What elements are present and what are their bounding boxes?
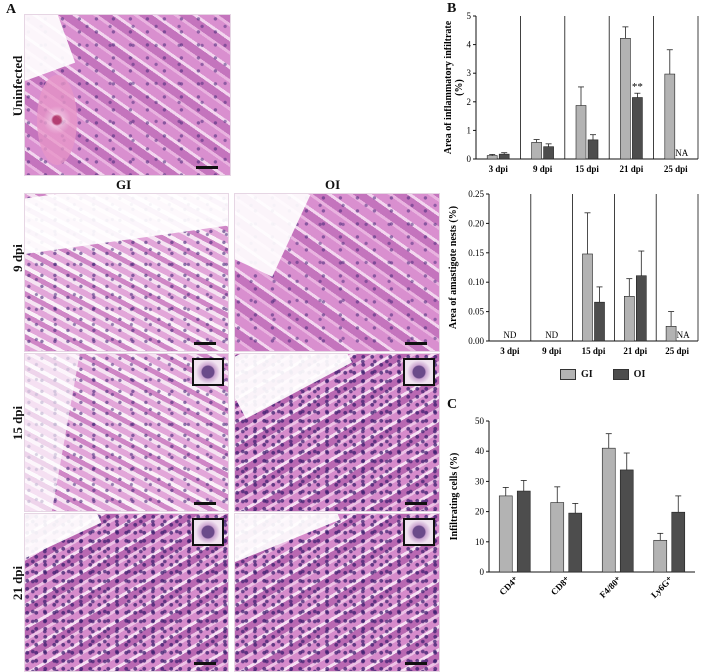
y-tick-label: 20 xyxy=(475,507,485,517)
y-tick-label: 5 xyxy=(467,11,472,21)
scale-bar xyxy=(194,662,216,665)
y-tick-label: 0.15 xyxy=(468,248,484,258)
legend: GI OI xyxy=(560,369,645,380)
y-tick-label: 40 xyxy=(475,446,485,456)
panel-a-letter: A xyxy=(6,2,17,17)
inset-thumbnail xyxy=(403,518,435,546)
y-tick-label: 0.05 xyxy=(468,307,484,317)
scale-bar xyxy=(194,502,216,505)
x-tick-label: 25 dpi xyxy=(664,164,688,174)
legend-label-gi: GI xyxy=(581,369,593,380)
micrograph-oi-9dpi xyxy=(234,193,440,352)
x-tick-label: CD8⁺ xyxy=(549,574,572,597)
inset-thumbnail xyxy=(192,358,224,386)
bar-oi xyxy=(632,97,643,160)
scale-bar xyxy=(405,342,427,345)
inset-thumbnail xyxy=(403,358,435,386)
column-label-oi: OI xyxy=(325,177,341,192)
x-tick-label: 21 dpi xyxy=(623,346,647,356)
chart-amastigote-nests: 0.00 0.05 0.10 0.15 0.20 0.25 Area of amastigo… xyxy=(448,189,699,356)
y-tick-label: 1 xyxy=(467,125,472,135)
chart-infiltrating-cells: 0 10 20 30 40 50 Infiltrating cells (%) CD4⁺ CD8… xyxy=(449,416,695,600)
column-label-gi: GI xyxy=(116,177,132,192)
y-axis-label: Area of inflammatory infiltrate(%) xyxy=(444,20,465,154)
micrograph-uninfected xyxy=(24,14,231,176)
scale-bar xyxy=(196,166,218,169)
y-tick-label: 30 xyxy=(475,476,485,486)
x-tick-label: F4/80⁺ xyxy=(598,574,624,600)
panel-b-letter: B xyxy=(447,1,457,16)
bar-oi xyxy=(636,275,647,342)
x-tick-label: 21 dpi xyxy=(620,164,644,174)
inset-thumbnail xyxy=(192,518,224,546)
x-tick-label: 3 dpi xyxy=(500,346,520,356)
micrograph-gi-15dpi xyxy=(24,353,229,512)
x-tick-label: CD4⁺ xyxy=(497,574,520,597)
bar-oi xyxy=(516,490,531,573)
legend-swatch-oi xyxy=(612,369,629,380)
bar-oi xyxy=(594,301,605,342)
scale-bar xyxy=(405,502,427,505)
bar-gi xyxy=(531,142,542,160)
y-tick-label: 3 xyxy=(467,68,472,78)
bar-gi xyxy=(582,253,593,342)
bar-gi xyxy=(601,447,616,573)
x-tick-label: Ly6G⁺ xyxy=(649,574,675,600)
y-tick-label: 50 xyxy=(475,416,485,426)
bar-gi xyxy=(550,502,565,573)
y-tick-label: 10 xyxy=(475,537,485,547)
legend-swatch-gi xyxy=(560,369,576,380)
micrograph-oi-21dpi xyxy=(234,513,440,672)
y-axis-label: Area of amastigote nests (%) xyxy=(448,206,459,329)
bar-gi xyxy=(575,105,587,160)
bar-oi xyxy=(619,469,634,573)
bar-gi xyxy=(486,155,498,160)
y-tick-label: 0.25 xyxy=(468,189,484,199)
panel-c-letter: C xyxy=(447,397,458,412)
y-tick-label: 0 xyxy=(467,154,472,164)
y-tick-label: 0.10 xyxy=(468,277,484,287)
annotation: ** xyxy=(632,81,643,93)
x-tick-label: 15 dpi xyxy=(582,346,606,356)
micrograph-oi-15dpi xyxy=(234,353,440,512)
y-axis-label: Infiltrating cells (%) xyxy=(449,453,460,541)
y-tick-label: 0.20 xyxy=(468,218,484,228)
x-tick-label: 3 dpi xyxy=(489,164,509,174)
bar-gi xyxy=(653,539,668,573)
annotation: ND xyxy=(503,330,516,340)
annotation: NA xyxy=(675,148,688,158)
annotation: ND xyxy=(545,330,558,340)
y-tick-label: 2 xyxy=(467,97,472,107)
x-tick-label: 9 dpi xyxy=(542,346,562,356)
bar-oi xyxy=(568,512,583,573)
x-tick-label: 25 dpi xyxy=(665,346,689,356)
legend-label-oi: OI xyxy=(633,369,646,380)
bar-gi xyxy=(665,326,677,342)
bar-gi xyxy=(498,495,513,573)
annotation: NA xyxy=(677,330,690,340)
x-tick-label: 15 dpi xyxy=(575,164,599,174)
y-tick-label: 0.00 xyxy=(468,336,484,346)
x-tick-label: 9 dpi xyxy=(533,164,553,174)
y-tick-label: 4 xyxy=(467,40,472,50)
micrograph-gi-21dpi xyxy=(24,513,229,672)
scale-bar xyxy=(194,342,216,345)
bar-oi xyxy=(543,146,554,160)
bar-gi xyxy=(624,296,635,342)
bar-gi xyxy=(664,73,676,160)
y-tick-label: 0 xyxy=(480,567,485,577)
legend-item-gi: GI xyxy=(560,369,593,380)
bar-oi xyxy=(587,139,599,160)
bar-oi xyxy=(671,511,686,573)
micrograph-gi-9dpi xyxy=(24,193,229,352)
bar-oi xyxy=(498,153,510,160)
bar-gi xyxy=(620,38,631,160)
scale-bar xyxy=(405,662,427,665)
legend-item-oi: OI xyxy=(612,369,646,380)
